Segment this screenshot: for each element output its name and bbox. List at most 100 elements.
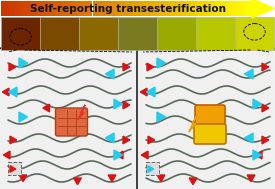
Bar: [166, 1, 167, 16]
Bar: [69, 1, 70, 16]
Bar: [74, 1, 75, 16]
Bar: [6, 1, 7, 16]
Bar: [248, 1, 249, 16]
Bar: [71, 1, 72, 16]
Bar: [149, 1, 150, 16]
Bar: [112, 1, 113, 16]
Bar: [79, 17, 117, 50]
Bar: [243, 1, 244, 16]
FancyBboxPatch shape: [195, 105, 225, 125]
Bar: [122, 1, 123, 16]
FancyBboxPatch shape: [194, 124, 226, 144]
Bar: [88, 1, 89, 16]
Bar: [109, 1, 110, 16]
Bar: [28, 1, 29, 16]
Bar: [51, 1, 52, 16]
Bar: [235, 17, 274, 50]
Polygon shape: [157, 175, 165, 182]
Bar: [117, 1, 118, 16]
Polygon shape: [9, 63, 16, 71]
Polygon shape: [262, 136, 269, 144]
Bar: [246, 1, 247, 16]
Bar: [65, 1, 66, 16]
Polygon shape: [116, 151, 123, 159]
Bar: [204, 1, 205, 16]
Bar: [185, 1, 186, 16]
Bar: [140, 1, 141, 16]
Bar: [11, 1, 12, 16]
Bar: [34, 1, 35, 16]
Bar: [116, 1, 117, 16]
Bar: [133, 1, 134, 16]
Bar: [110, 1, 111, 16]
Bar: [146, 1, 147, 16]
Bar: [101, 1, 102, 16]
Bar: [93, 1, 94, 16]
Bar: [111, 1, 112, 16]
Bar: [49, 1, 50, 16]
Bar: [180, 1, 181, 16]
Bar: [230, 1, 231, 16]
Bar: [35, 1, 36, 16]
Bar: [80, 1, 81, 16]
Bar: [118, 1, 119, 16]
Bar: [213, 1, 214, 16]
Bar: [167, 1, 168, 16]
Bar: [18, 1, 19, 16]
Bar: [19, 1, 20, 16]
Bar: [179, 1, 180, 16]
Polygon shape: [244, 69, 253, 79]
Bar: [84, 1, 85, 16]
Polygon shape: [9, 87, 17, 97]
Bar: [4, 1, 5, 16]
Bar: [2, 1, 3, 16]
Bar: [138, 1, 139, 16]
Bar: [54, 1, 55, 16]
Bar: [199, 1, 200, 16]
Bar: [177, 1, 178, 16]
Bar: [212, 1, 213, 16]
Bar: [181, 1, 182, 16]
Bar: [119, 1, 120, 16]
Polygon shape: [123, 101, 130, 109]
Polygon shape: [123, 136, 130, 144]
Bar: [193, 1, 194, 16]
Bar: [21, 1, 22, 16]
Bar: [55, 1, 56, 16]
Bar: [238, 1, 239, 16]
Polygon shape: [19, 175, 27, 182]
Bar: [7, 1, 8, 16]
Bar: [240, 1, 241, 16]
Bar: [75, 1, 76, 16]
Bar: [142, 1, 143, 16]
Bar: [63, 1, 64, 16]
Polygon shape: [74, 178, 81, 185]
Bar: [147, 1, 148, 16]
Bar: [86, 1, 87, 16]
Bar: [70, 1, 71, 16]
Bar: [231, 1, 232, 16]
Bar: [247, 1, 248, 16]
Bar: [158, 1, 159, 16]
Bar: [163, 1, 164, 16]
Bar: [214, 1, 215, 16]
Bar: [129, 1, 130, 16]
Bar: [184, 1, 185, 16]
Polygon shape: [108, 175, 116, 182]
Bar: [225, 1, 226, 16]
Bar: [46, 1, 47, 16]
Bar: [173, 1, 174, 16]
Bar: [10, 1, 11, 16]
Bar: [205, 1, 206, 16]
Bar: [162, 1, 163, 16]
Polygon shape: [10, 166, 16, 172]
Bar: [134, 1, 135, 16]
Bar: [232, 1, 233, 16]
Bar: [22, 1, 23, 16]
Bar: [15, 1, 16, 16]
Bar: [175, 1, 176, 16]
Bar: [36, 1, 37, 16]
Bar: [235, 1, 236, 16]
Bar: [17, 1, 18, 16]
Polygon shape: [252, 0, 274, 18]
